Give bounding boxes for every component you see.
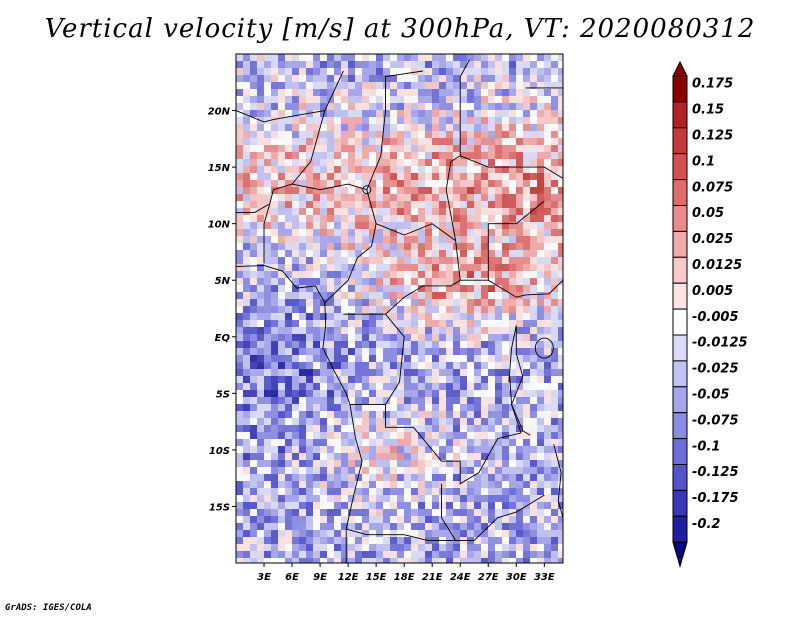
border-line bbox=[441, 483, 545, 541]
colorbar-segment bbox=[672, 101, 688, 129]
colorbar-label: 0.005 bbox=[692, 284, 733, 299]
colorbar-segment bbox=[672, 127, 688, 155]
border-line bbox=[236, 110, 325, 123]
colorbar-segment bbox=[672, 438, 688, 466]
colorbar-label: 0.0125 bbox=[692, 258, 742, 273]
colorbar-segment bbox=[672, 515, 688, 543]
colorbar-label: -0.075 bbox=[692, 413, 739, 428]
x-tick-label: 6E bbox=[285, 572, 299, 583]
border-line bbox=[385, 279, 461, 315]
y-tick-label: 5S bbox=[216, 389, 230, 400]
colorbar-label: -0.005 bbox=[692, 310, 739, 325]
x-tick-label: 30E bbox=[506, 572, 527, 583]
border-line bbox=[445, 110, 461, 241]
border-line bbox=[291, 70, 344, 185]
lake-chad bbox=[362, 185, 372, 195]
border-line bbox=[343, 313, 405, 405]
plot-frame bbox=[235, 53, 564, 564]
x-tick-label: 24E bbox=[450, 572, 471, 583]
x-tick-label: 3E bbox=[257, 572, 271, 583]
colorbar-label: 0.15 bbox=[692, 103, 724, 118]
x-tick-label: 21E bbox=[422, 572, 443, 583]
y-tick-label: 10S bbox=[209, 446, 230, 457]
y-tick-label: 5N bbox=[215, 276, 231, 287]
colorbar-label: -0.0125 bbox=[692, 336, 748, 351]
y-tick-label: 10N bbox=[208, 220, 231, 231]
x-tick-label: 27E bbox=[478, 572, 499, 583]
y-tick-label: 15S bbox=[209, 502, 230, 513]
x-tick-label: 12E bbox=[338, 572, 359, 583]
colorbar-label: -0.1 bbox=[692, 439, 720, 454]
map-plot-area bbox=[236, 54, 563, 563]
border-line bbox=[553, 444, 563, 518]
colorbar-segment bbox=[672, 179, 688, 207]
colorbar-segment bbox=[672, 334, 688, 362]
border-line bbox=[236, 204, 269, 213]
colorbar: 0.175 0.15 0.125 0.1 0.075 0.05 0.025 0.0125 0.0… bbox=[672, 60, 748, 568]
x-tick-label: 9E bbox=[313, 572, 327, 583]
colorbar-label: 0.175 bbox=[692, 77, 733, 92]
colorbar-segment bbox=[672, 282, 688, 310]
x-tick-label: 15E bbox=[366, 572, 387, 583]
colorbar-segment bbox=[672, 230, 688, 258]
colorbar-segment bbox=[672, 75, 688, 103]
colorbar-segment bbox=[672, 308, 688, 336]
y-tick-label: EQ bbox=[215, 333, 231, 344]
border-line bbox=[459, 59, 470, 111]
border-line bbox=[366, 70, 423, 190]
border-line bbox=[460, 155, 563, 179]
lake-victoria bbox=[534, 337, 554, 359]
colorbar-segment bbox=[672, 412, 688, 440]
colorbar-top-arrow bbox=[672, 60, 688, 77]
border-line bbox=[375, 223, 563, 298]
x-tick-label: 33E bbox=[534, 572, 555, 583]
colorbar-segment bbox=[672, 205, 688, 232]
colorbar-label: -0.05 bbox=[692, 387, 729, 402]
border-line bbox=[346, 528, 456, 541]
y-tick-label: 15N bbox=[208, 163, 231, 174]
grads-credit: GrADS: IGES/COLA bbox=[5, 603, 92, 613]
colorbar-label: -0.2 bbox=[692, 517, 720, 532]
colorbar-bottom-arrow bbox=[672, 541, 688, 568]
colorbar-label: -0.025 bbox=[692, 362, 739, 377]
colorbar-label: 0.05 bbox=[692, 206, 724, 221]
colorbar-label: 0.1 bbox=[692, 154, 715, 169]
border-line bbox=[350, 404, 522, 485]
colorbar-label: 0.025 bbox=[692, 232, 733, 247]
chart-title: Vertical velocity [m/s] at 300hPa, VT: 2… bbox=[44, 14, 756, 44]
colorbar-segment bbox=[672, 464, 688, 491]
border-line bbox=[487, 200, 545, 281]
colorbar-segment bbox=[672, 256, 688, 284]
border-line bbox=[509, 376, 531, 436]
border-line bbox=[236, 265, 363, 563]
colorbar-segment bbox=[672, 153, 688, 181]
border-line bbox=[263, 183, 377, 304]
colorbar-label: -0.175 bbox=[692, 491, 739, 506]
colorbar-segment bbox=[672, 489, 688, 517]
colorbar-segment bbox=[672, 360, 688, 388]
colorbar-segment bbox=[672, 386, 688, 414]
colorbar-label: 0.125 bbox=[692, 128, 733, 143]
x-tick-label: 18E bbox=[394, 572, 415, 583]
y-tick-label: 20N bbox=[208, 107, 231, 118]
colorbar-label: -0.125 bbox=[692, 465, 739, 480]
colorbar-label: 0.075 bbox=[692, 180, 733, 195]
